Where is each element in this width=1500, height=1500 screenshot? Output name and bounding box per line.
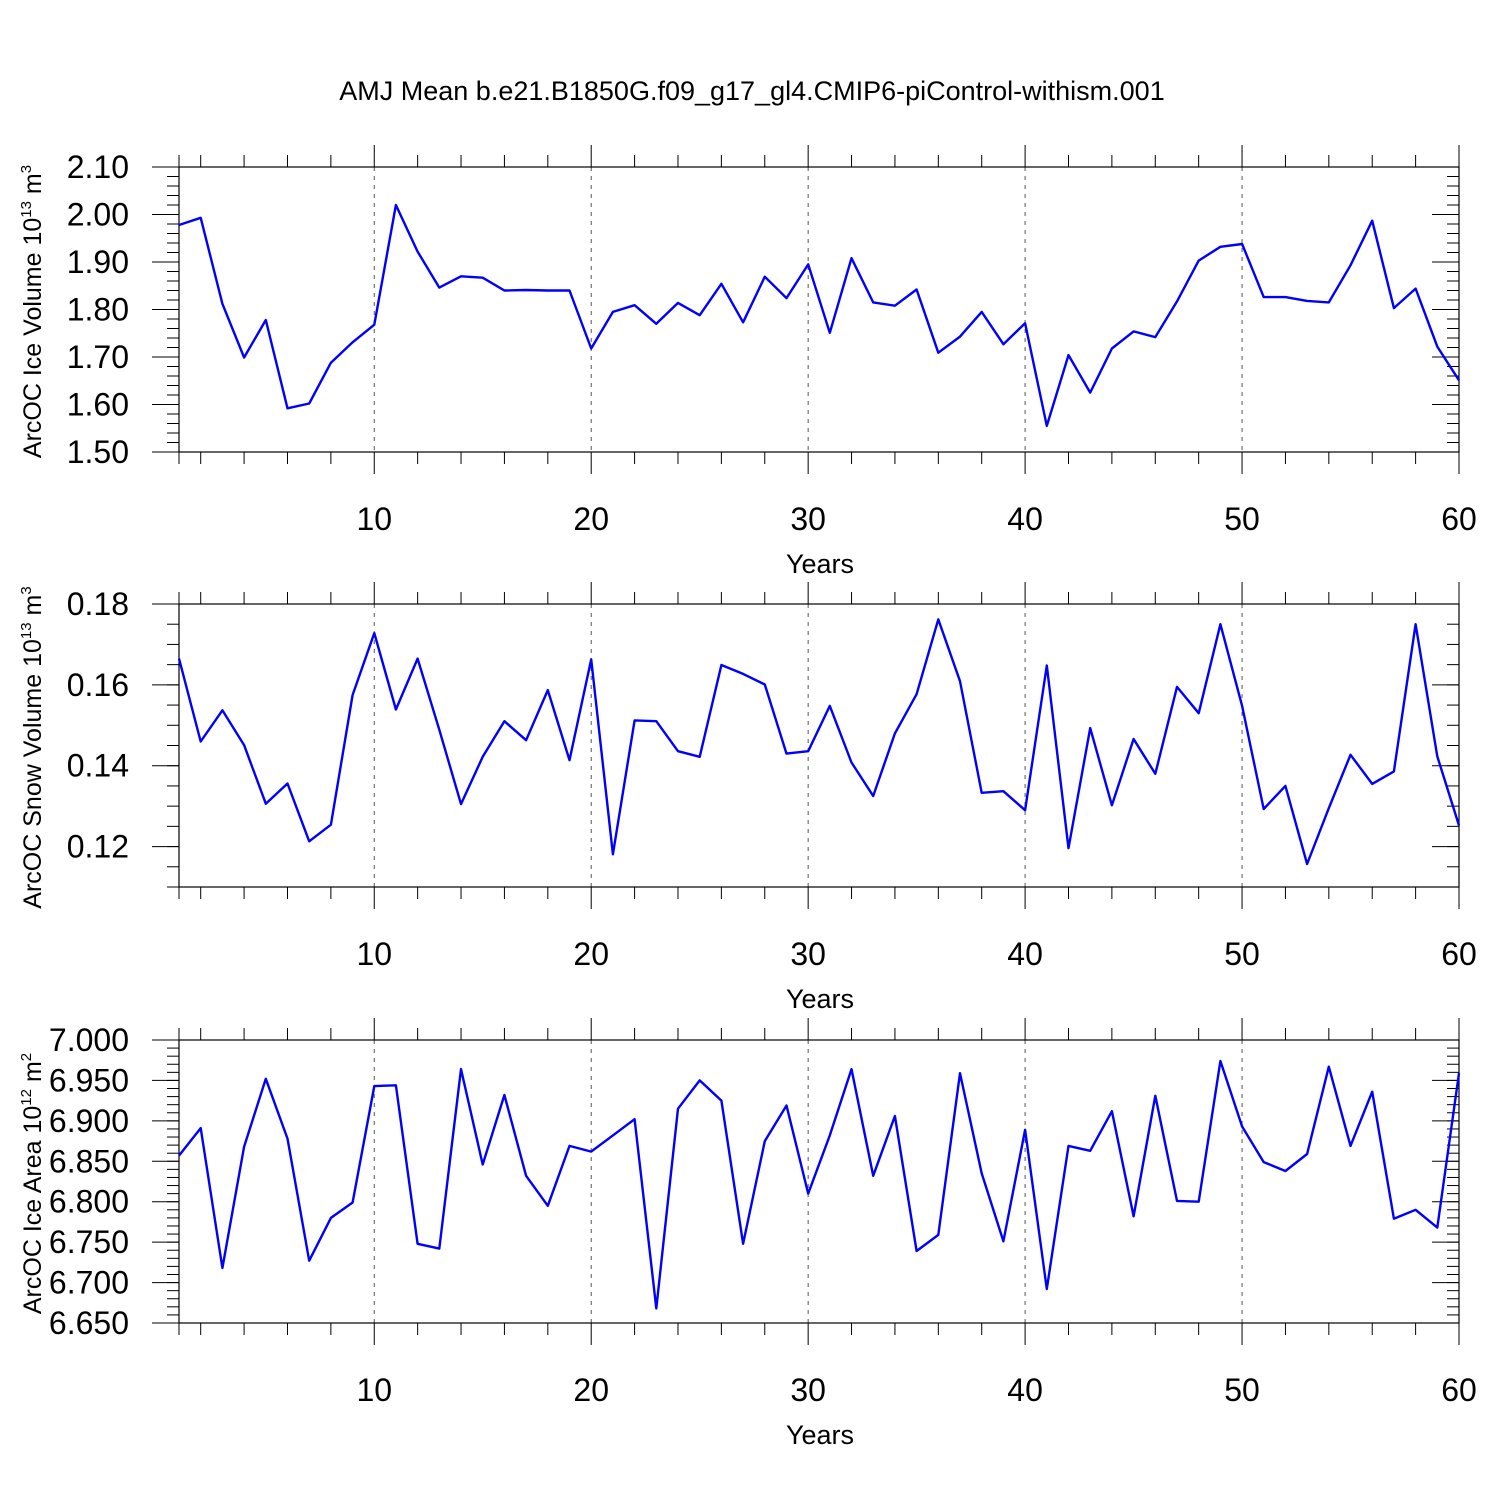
x-tick-label: 60 [1441, 1372, 1477, 1408]
x-tick-label: 60 [1441, 501, 1477, 537]
series-line [177, 618, 1461, 866]
y-tick-label: 0.12 [67, 829, 129, 865]
y-tick-label: 7.000 [49, 1022, 129, 1058]
x-tick-label: 30 [790, 1372, 826, 1408]
y-tick-label: 1.70 [67, 339, 129, 375]
y-tick-label: 6.650 [49, 1305, 129, 1341]
y-tick-label: 6.700 [49, 1265, 129, 1301]
y-axis-label: ArcOC Ice Area 1012 m2 [18, 1053, 47, 1314]
series-line [178, 203, 1461, 428]
y-tick-label: 0.18 [67, 586, 129, 622]
y-tick-label: 6.750 [49, 1224, 129, 1260]
plot-frame [178, 603, 1460, 888]
x-tick-label: 40 [1007, 936, 1043, 972]
x-tick-label: 20 [573, 1372, 609, 1408]
chart-panel: 10 20 30 40 50 60 0.12 0.14 0.16 0.18 Years ArcOC S… [18, 582, 1477, 1014]
x-tick-label: 50 [1224, 501, 1260, 537]
x-tick-label: 10 [356, 1372, 392, 1408]
panels: 10 20 30 40 50 60 1.50 1.60 1.70 1.80 1.90 2.00 2.10… [18, 145, 1477, 1450]
y-tick-label: 2.00 [67, 197, 129, 233]
x-axis-label: Years [786, 1420, 854, 1450]
x-tick-label: 60 [1441, 936, 1477, 972]
series-line [178, 1059, 1461, 1310]
y-tick-label: 1.50 [67, 434, 129, 470]
y-tick-label: 0.16 [67, 667, 129, 703]
x-tick-label: 40 [1007, 1372, 1043, 1408]
figure-title: AMJ Mean b.e21.B1850G.f09_g17_gl4.CMIP6-… [339, 76, 1164, 106]
y-tick-label: 6.900 [49, 1103, 129, 1139]
y-tick-label: 1.90 [67, 244, 129, 280]
y-tick-label: 6.950 [49, 1062, 129, 1098]
x-tick-label: 50 [1224, 936, 1260, 972]
y-tick-label: 6.800 [49, 1184, 129, 1220]
chart-panel: 10 20 30 40 50 60 1.50 1.60 1.70 1.80 1.90 2.00 2.10… [18, 145, 1477, 579]
x-tick-label: 10 [356, 936, 392, 972]
plot-frame [178, 1039, 1460, 1324]
y-tick-label: 0.14 [67, 748, 129, 784]
x-axis-label: Years [786, 984, 854, 1014]
y-tick-label: 2.10 [67, 149, 129, 185]
x-tick-label: 30 [790, 501, 826, 537]
x-tick-label: 30 [790, 936, 826, 972]
chart-panel: 10 20 30 40 50 60 6.650 6.700 6.750 6.800 6.850 6.9… [18, 1018, 1477, 1450]
y-tick-label: 1.60 [67, 387, 129, 423]
y-tick-label: 6.850 [49, 1143, 129, 1179]
x-tick-label: 20 [573, 501, 609, 537]
y-tick-label: 1.80 [67, 292, 129, 328]
x-axis-label: Years [786, 549, 854, 579]
plot-frame [178, 166, 1460, 453]
x-tick-label: 50 [1224, 1372, 1260, 1408]
x-tick-label: 20 [573, 936, 609, 972]
y-axis-label: ArcOC Snow Volume 1013 m3 [18, 586, 47, 908]
x-tick-label: 40 [1007, 501, 1043, 537]
y-axis-label: ArcOC Ice Volume 1013 m3 [18, 165, 47, 458]
x-tick-label: 10 [356, 501, 392, 537]
